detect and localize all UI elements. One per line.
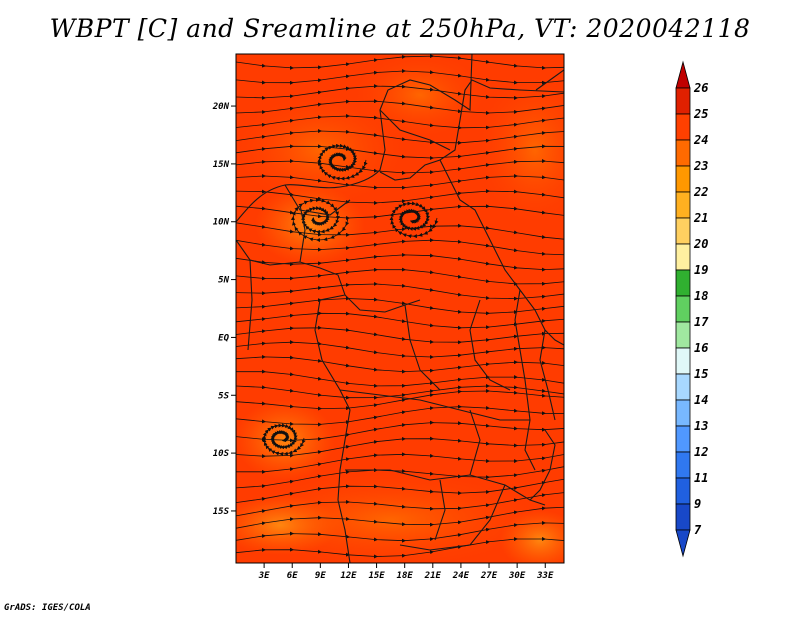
streamline bbox=[236, 189, 564, 205]
streamline bbox=[236, 325, 564, 345]
lon-label: 3E bbox=[258, 571, 270, 581]
coastlines-borders bbox=[236, 54, 564, 563]
latitude-axis: 20N 15N 10N 5N EQ 5S 10S 15S bbox=[212, 102, 236, 517]
lon-label: 21E bbox=[424, 571, 442, 581]
streamline bbox=[236, 238, 564, 256]
streamline bbox=[236, 536, 564, 559]
lon-label: 27E bbox=[480, 571, 498, 581]
lon-label: 9E bbox=[315, 571, 326, 581]
colorbar-label: 15 bbox=[694, 367, 708, 381]
lat-label: 20N bbox=[212, 102, 230, 112]
colorbar-label: 12 bbox=[694, 445, 708, 459]
colorbar-max-arrow bbox=[675, 60, 691, 89]
colorbar-swatch bbox=[675, 87, 691, 115]
streamline bbox=[236, 113, 564, 130]
colorbar-label: 22 bbox=[693, 185, 708, 199]
lon-label: 12E bbox=[340, 571, 357, 581]
colorbar-swatch bbox=[675, 295, 691, 323]
streamline bbox=[317, 143, 368, 181]
lon-label: 6E bbox=[287, 571, 298, 581]
colorbar-label: 21 bbox=[693, 211, 708, 225]
colorbar-swatch bbox=[675, 113, 691, 141]
colorbar-label: 17 bbox=[694, 315, 709, 329]
colorbar-swatch bbox=[675, 373, 691, 401]
colorbar-swatch bbox=[675, 139, 691, 167]
wbpt-field bbox=[236, 54, 564, 563]
colorbar-label: 20 bbox=[693, 237, 708, 251]
colorbar-label: 16 bbox=[694, 341, 708, 355]
colorbar-label: 25 bbox=[693, 107, 708, 121]
streamline bbox=[236, 129, 564, 145]
lat-label: 15N bbox=[213, 160, 230, 170]
colorbar-swatch bbox=[675, 165, 691, 193]
colorbar-swatch bbox=[675, 191, 691, 219]
streamline bbox=[236, 144, 564, 161]
colorbar-swatch bbox=[675, 269, 691, 297]
colorbar-swatch bbox=[675, 347, 691, 375]
streamline bbox=[236, 54, 564, 70]
lat-label: EQ bbox=[218, 333, 229, 343]
lon-label: 33E bbox=[536, 571, 554, 581]
streamline bbox=[389, 201, 439, 239]
colorbar-swatch bbox=[675, 217, 691, 245]
lat-label: 5N bbox=[218, 276, 229, 286]
lon-label: 24E bbox=[452, 571, 470, 581]
colorbar-label: 26 bbox=[693, 81, 708, 95]
colorbar-label: 18 bbox=[694, 289, 708, 303]
colorbar-swatch bbox=[675, 243, 691, 271]
lon-label: 15E bbox=[368, 571, 385, 581]
chart-title: WBPT [C] and Sreamline at 250hPa, VT: 20… bbox=[49, 14, 751, 43]
colorbar-label: 9 bbox=[694, 497, 701, 511]
colorbar-swatch bbox=[675, 321, 691, 349]
grads-credit: GrADS: IGES/COLA bbox=[4, 603, 91, 613]
streamlines bbox=[236, 54, 564, 559]
streamline bbox=[236, 99, 564, 115]
streamline bbox=[290, 197, 350, 243]
lon-label: 18E bbox=[397, 571, 414, 581]
colorbar-label: 19 bbox=[694, 263, 708, 277]
colorbar-swatch bbox=[675, 399, 691, 427]
lat-label: 15S bbox=[213, 507, 230, 517]
colorbar-label: 7 bbox=[694, 523, 702, 537]
lat-label: 5S bbox=[218, 391, 229, 401]
lon-label: 30E bbox=[508, 571, 526, 581]
streamline bbox=[236, 69, 564, 85]
colorbar-label: 24 bbox=[693, 133, 708, 147]
colorbar-label: 11 bbox=[694, 471, 708, 485]
colorbar-label: 14 bbox=[694, 393, 708, 407]
colorbar-label: 23 bbox=[693, 159, 708, 173]
longitude-axis: 3E 6E 9E 12E 15E 18E 21E 24E 27E 30E 33E bbox=[258, 563, 554, 581]
streamline bbox=[262, 423, 306, 456]
streamline bbox=[236, 84, 564, 100]
map-frame bbox=[235, 53, 565, 564]
streamline bbox=[236, 159, 564, 175]
lat-label: 10S bbox=[213, 449, 230, 459]
colorbar-label: 13 bbox=[694, 419, 708, 433]
colorbar-min-arrow bbox=[675, 529, 691, 558]
colorbar: 26 25 24 23 22 21 20 19 18 17 16 15 14 13 12 11 9 7 bbox=[675, 60, 709, 558]
colorbar-swatch bbox=[675, 451, 691, 479]
streamline bbox=[236, 174, 564, 190]
colorbar-swatch bbox=[675, 503, 691, 531]
colorbar-swatch bbox=[675, 425, 691, 453]
colorbar-swatch bbox=[675, 477, 691, 505]
lat-label: 10N bbox=[213, 218, 230, 228]
